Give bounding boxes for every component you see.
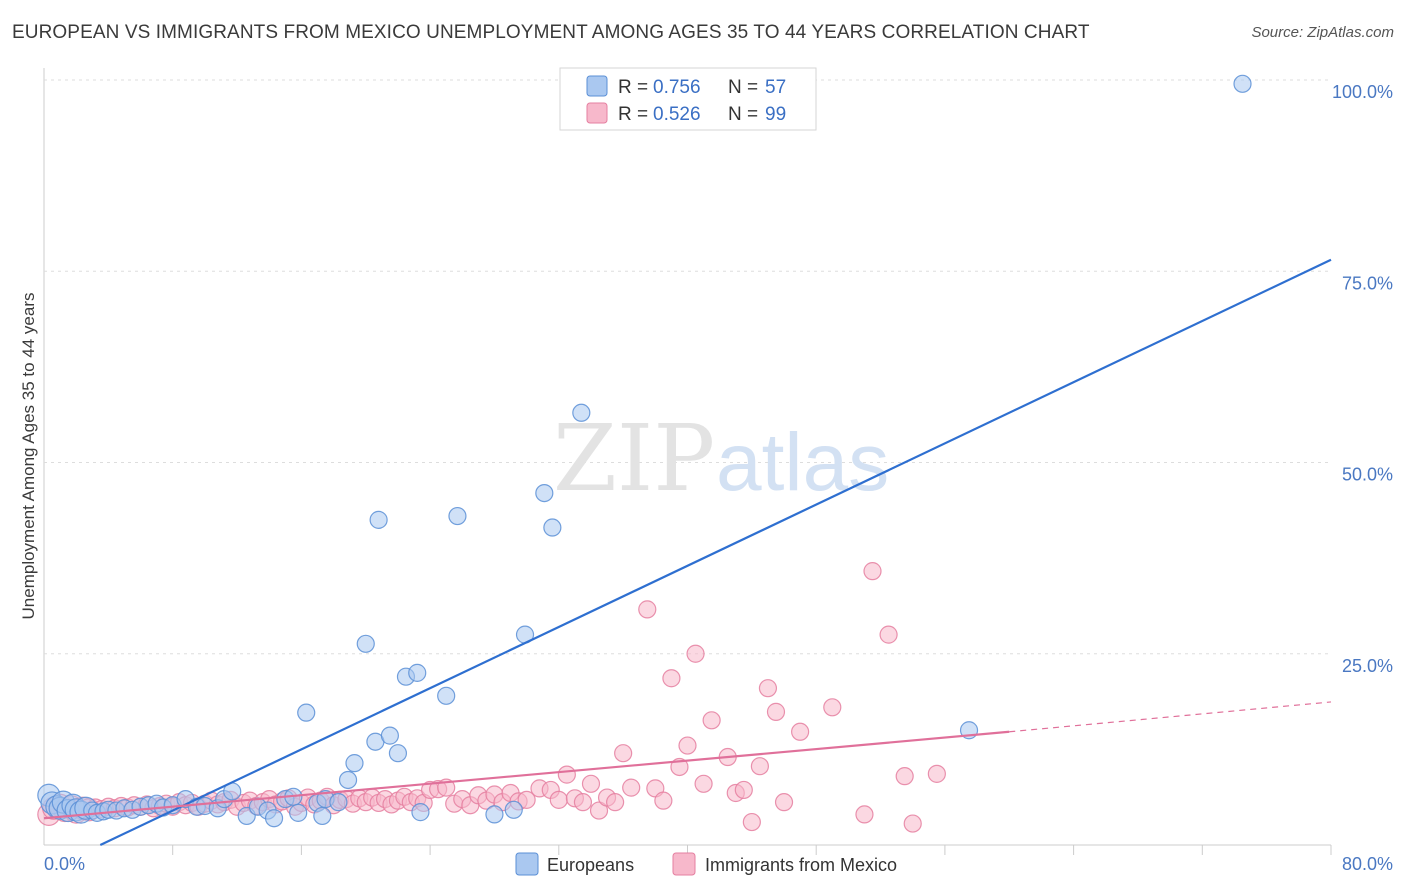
data-point-european bbox=[313, 806, 332, 826]
x-tick-label: 0.0% bbox=[44, 854, 85, 874]
series-mexico-points bbox=[37, 562, 946, 833]
legend: R = 0.756 N = 57 R = 0.526 N = 99 bbox=[559, 67, 817, 131]
legend-swatch-mexico bbox=[586, 102, 608, 124]
data-point-european bbox=[504, 800, 523, 819]
data-point-mexico bbox=[694, 774, 713, 793]
x-ticks bbox=[172, 845, 1332, 855]
y-tick-label: 25.0% bbox=[1342, 656, 1393, 676]
x-tick-label: 80.0% bbox=[1342, 854, 1393, 874]
y-tick-labels: 25.0% 50.0% 75.0% 100.0% bbox=[1332, 82, 1393, 676]
data-point-european bbox=[448, 506, 467, 526]
legend-r-value-europeans: 0.756 bbox=[653, 77, 701, 98]
legend-n-label-mexico: N = bbox=[728, 104, 758, 125]
series-europeans-points bbox=[37, 74, 1252, 828]
legend-r-label-mexico: R = bbox=[618, 104, 648, 125]
grid bbox=[44, 79, 1331, 655]
data-point-mexico bbox=[622, 778, 641, 797]
data-point-mexico bbox=[606, 793, 625, 812]
bottom-legend-label-mexico: Immigrants from Mexico bbox=[705, 855, 897, 875]
data-point-mexico bbox=[927, 764, 946, 783]
data-point-european bbox=[485, 805, 504, 824]
data-point-mexico bbox=[895, 767, 914, 786]
legend-r-value-mexico: 0.526 bbox=[653, 104, 701, 125]
data-point-mexico bbox=[702, 711, 721, 730]
legend-swatch-europeans bbox=[586, 75, 608, 97]
data-point-mexico bbox=[766, 702, 786, 721]
bottom-legend-label-europeans: Europeans bbox=[547, 855, 634, 875]
data-point-mexico bbox=[557, 765, 576, 784]
data-point-mexico bbox=[791, 722, 810, 741]
data-point-european bbox=[543, 518, 562, 537]
trend-line-mexico bbox=[43, 730, 1010, 820]
data-point-mexico bbox=[742, 812, 761, 832]
data-point-mexico bbox=[549, 790, 568, 809]
bottom-legend-swatch-europeans bbox=[515, 852, 539, 876]
x-tick-labels: 0.0% 80.0% bbox=[44, 854, 1393, 874]
data-point-european bbox=[289, 803, 308, 822]
legend-n-value-europeans: 57 bbox=[765, 77, 786, 98]
data-point-mexico bbox=[638, 600, 657, 619]
y-tick-label: 75.0% bbox=[1342, 273, 1393, 293]
data-point-mexico bbox=[903, 814, 922, 833]
data-point-european bbox=[329, 793, 348, 812]
data-point-european bbox=[572, 403, 591, 422]
legend-r-label-europeans: R = bbox=[618, 77, 648, 98]
watermark-atlas: atlas bbox=[716, 417, 889, 508]
data-point-mexico bbox=[581, 774, 601, 793]
chart-source: Source: ZipAtlas.com bbox=[1251, 24, 1394, 41]
legend-n-value-mexico: 99 bbox=[765, 104, 786, 125]
data-point-mexico bbox=[662, 669, 681, 688]
data-point-mexico bbox=[863, 562, 882, 581]
data-point-european bbox=[297, 703, 316, 722]
trend-lines bbox=[43, 258, 1332, 846]
data-point-european bbox=[408, 663, 427, 682]
data-point-mexico bbox=[734, 780, 753, 800]
data-point-mexico bbox=[614, 744, 633, 763]
trend-line-europeans bbox=[99, 258, 1332, 846]
data-point-european bbox=[264, 809, 284, 828]
data-point-european bbox=[535, 484, 554, 503]
trend-line-mexico-extension bbox=[1009, 701, 1332, 733]
data-point-european bbox=[356, 634, 375, 653]
data-point-mexico bbox=[879, 625, 898, 644]
data-point-mexico bbox=[654, 791, 673, 810]
data-point-mexico bbox=[750, 757, 769, 776]
data-point-european bbox=[437, 686, 456, 705]
bottom-legend: Europeans Immigrants from Mexico bbox=[515, 852, 897, 876]
data-point-european bbox=[345, 754, 364, 773]
bottom-legend-swatch-mexico bbox=[672, 852, 696, 876]
data-point-mexico bbox=[517, 790, 536, 809]
data-point-mexico bbox=[573, 793, 593, 812]
data-point-european bbox=[1233, 74, 1252, 93]
data-point-european bbox=[388, 744, 408, 763]
data-point-european bbox=[338, 770, 358, 790]
watermark-zip: ZIP bbox=[553, 405, 715, 512]
data-point-european bbox=[411, 803, 430, 822]
data-point-mexico bbox=[589, 801, 609, 820]
legend-n-label-europeans: N = bbox=[728, 77, 758, 98]
data-point-mexico bbox=[758, 679, 778, 698]
data-point-mexico bbox=[678, 736, 697, 755]
chart-title: EUROPEAN VS IMMIGRANTS FROM MEXICO UNEMP… bbox=[12, 22, 1090, 43]
y-tick-label: 50.0% bbox=[1342, 465, 1393, 485]
data-point-mexico bbox=[855, 805, 874, 824]
data-point-mexico bbox=[823, 698, 842, 717]
data-point-european bbox=[380, 726, 399, 745]
y-tick-label: 100.0% bbox=[1332, 82, 1393, 102]
data-point-mexico bbox=[686, 644, 705, 663]
y-axis-title: Unemployment Among Ages 35 to 44 years bbox=[19, 293, 38, 620]
data-point-mexico bbox=[774, 793, 794, 812]
data-point-european bbox=[369, 510, 388, 529]
